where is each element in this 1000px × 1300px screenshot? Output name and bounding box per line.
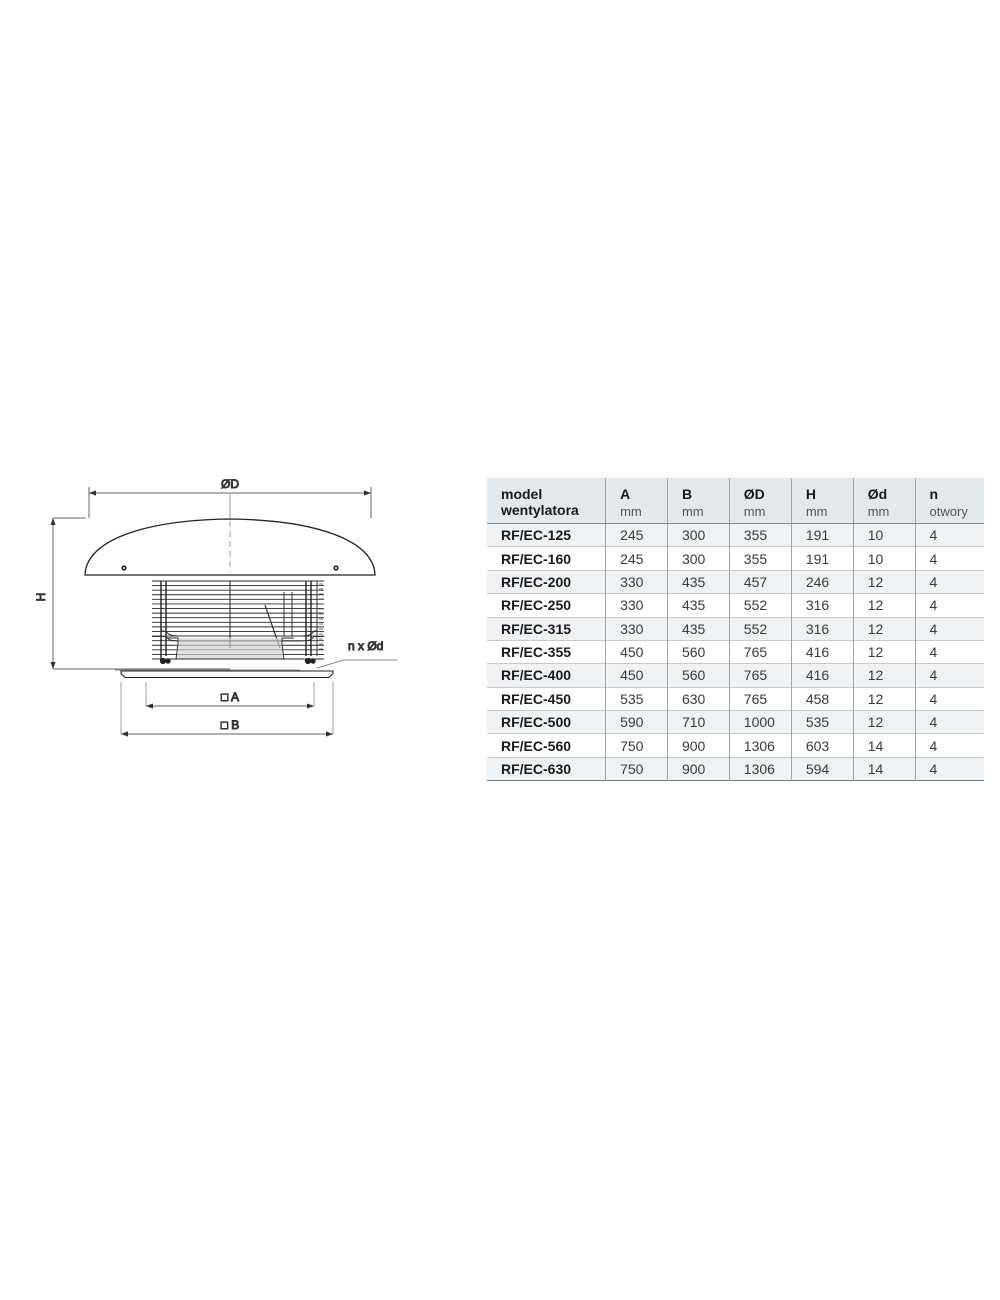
svg-text:ØD: ØD <box>221 477 239 491</box>
svg-text:n x Ød: n x Ød <box>348 639 383 653</box>
svg-text:□ A: □ A <box>221 690 239 704</box>
svg-text:H: H <box>34 593 48 602</box>
svg-text:□ B: □ B <box>221 718 240 732</box>
